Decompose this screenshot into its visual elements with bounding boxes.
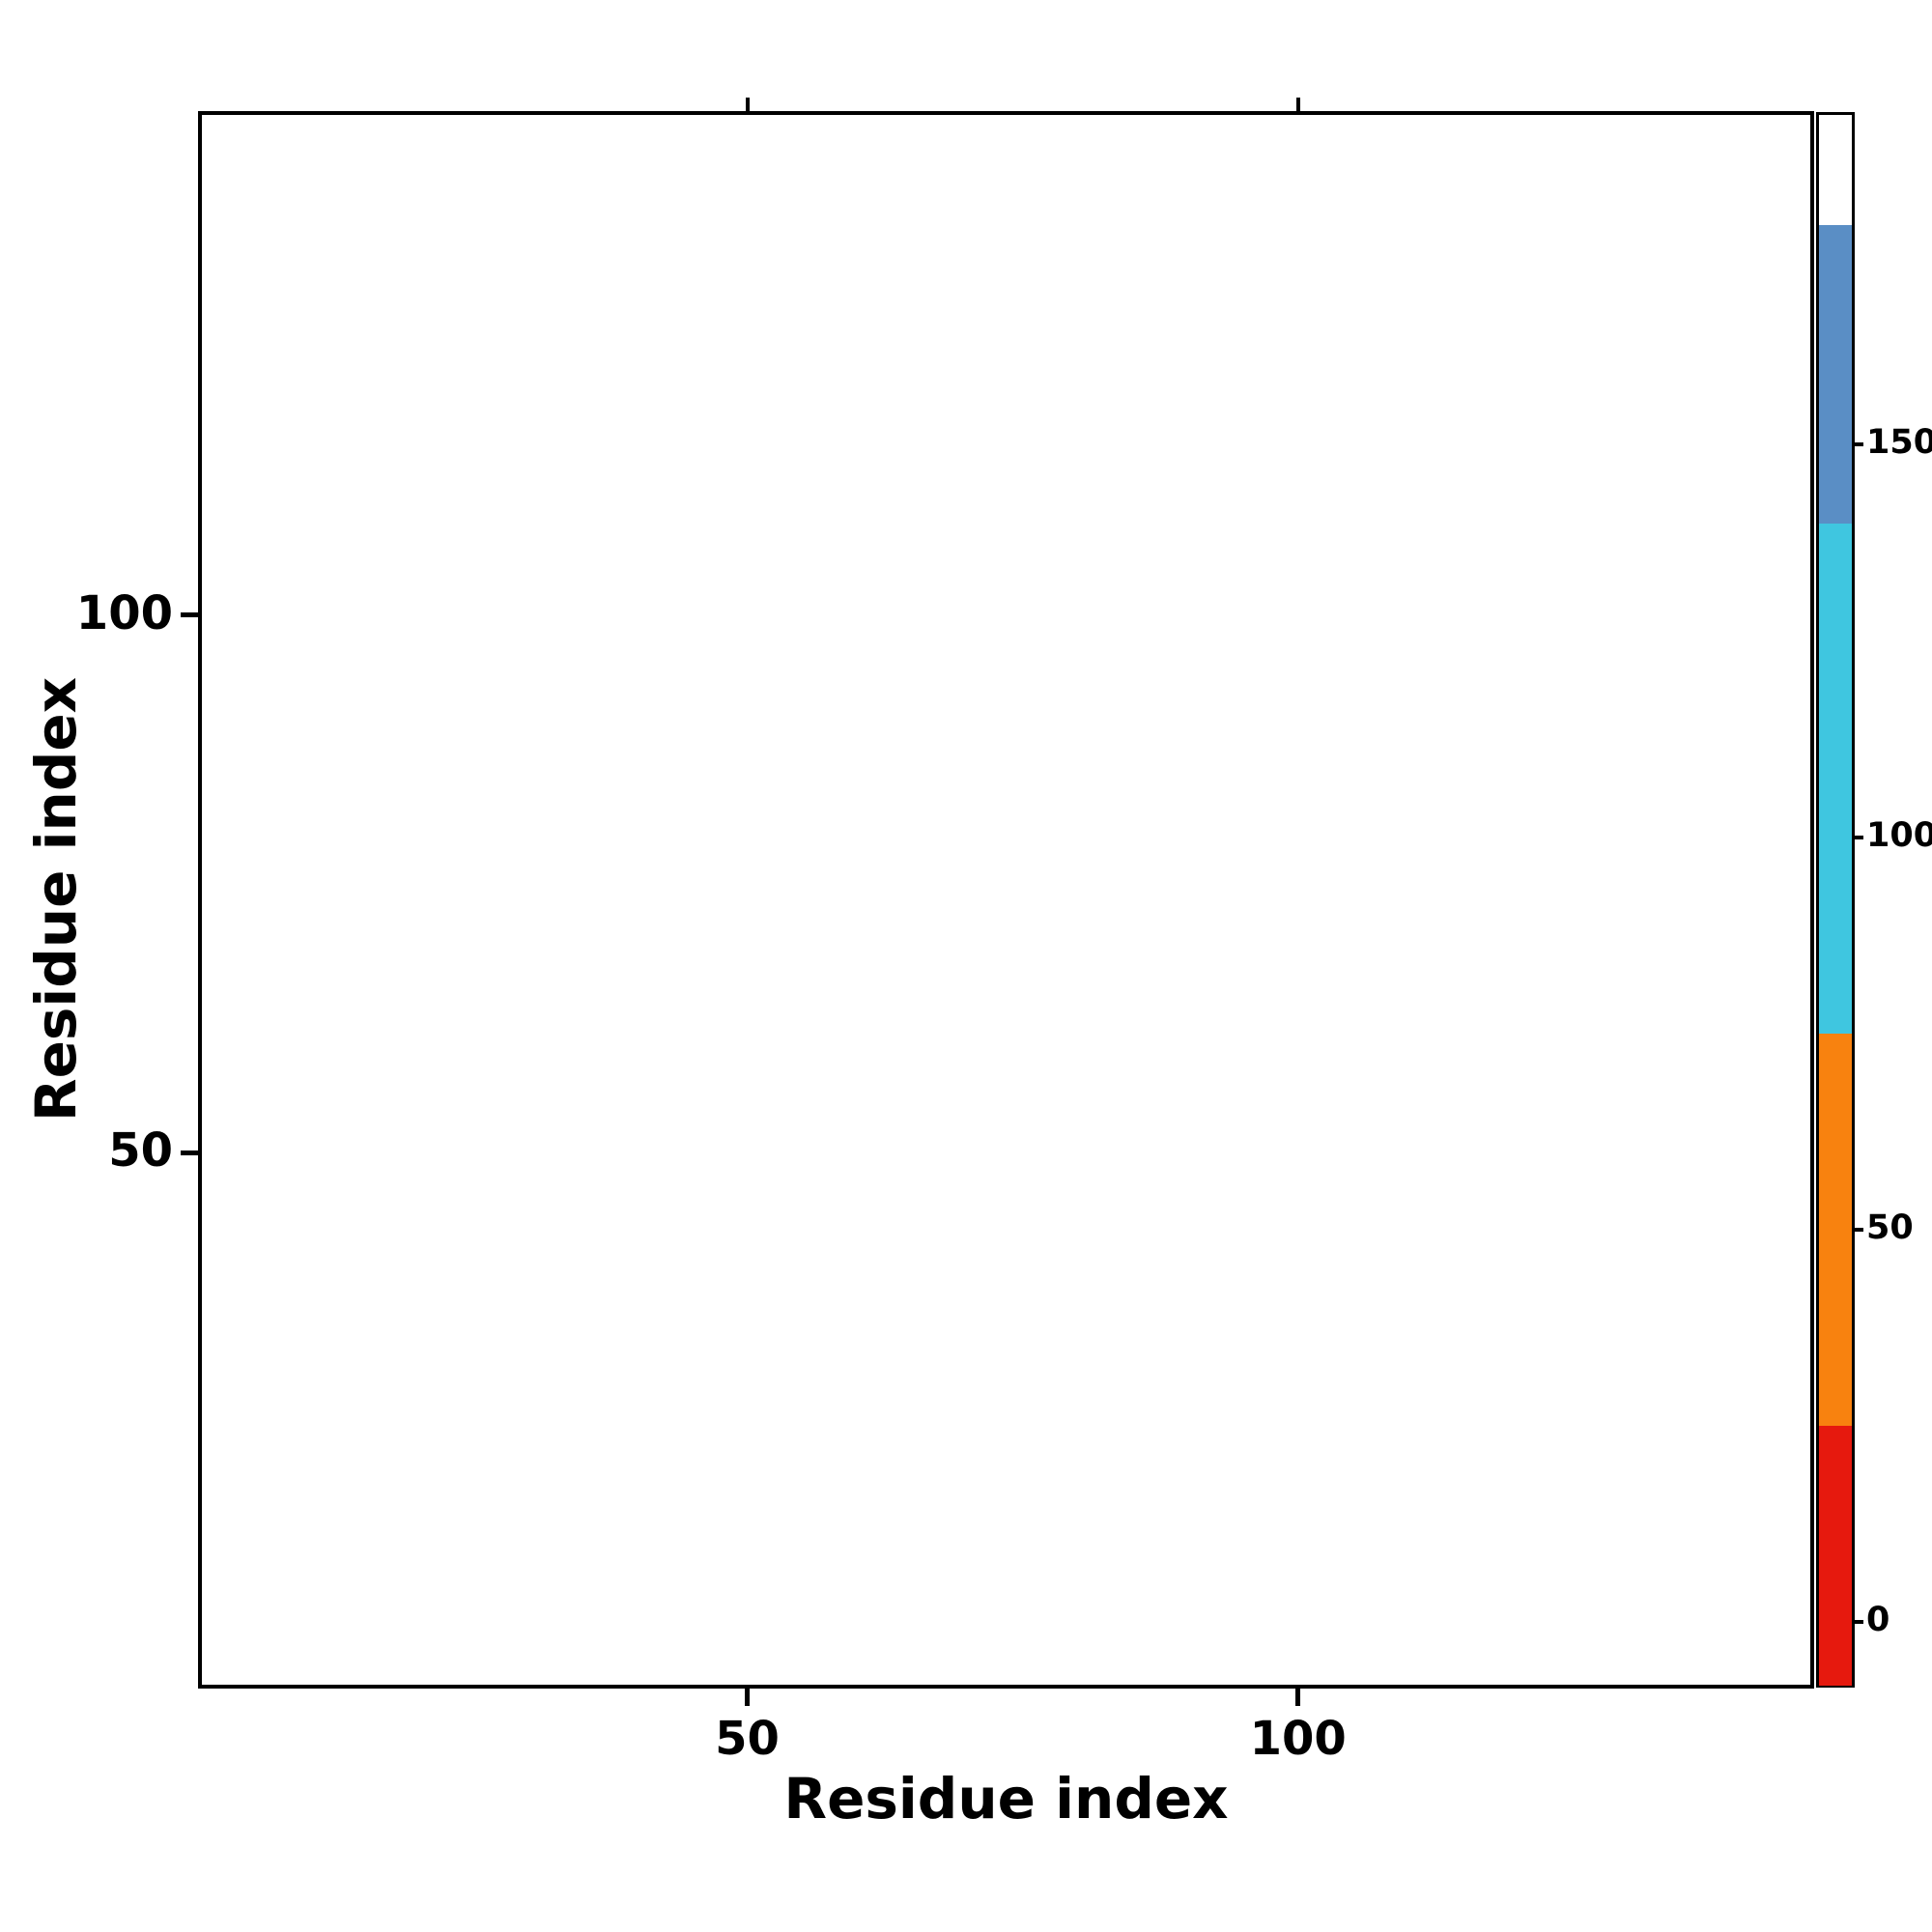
- x-tick-mark: [745, 1689, 750, 1706]
- colorbar-tick-label: 100: [1866, 815, 1932, 855]
- colorbar-tick-label: 150: [1866, 423, 1932, 463]
- x-tick-mark-top: [745, 98, 750, 111]
- colorbar-segment: [1819, 115, 1852, 226]
- y-tick-mark: [181, 612, 198, 618]
- colorbar-segment: [1819, 523, 1852, 1035]
- x-tick-label: 100: [1249, 1712, 1347, 1766]
- colorbar-tick-mark: [1855, 1227, 1863, 1232]
- x-axis-label: Residue index: [783, 1766, 1229, 1832]
- x-tick-mark-top: [1295, 98, 1300, 111]
- plot-frame: [198, 111, 1814, 1689]
- y-tick-label: 50: [108, 1123, 173, 1179]
- y-axis-label: Residue index: [23, 676, 89, 1122]
- x-tick-label: 50: [715, 1712, 780, 1766]
- colorbar-tick-mark: [1855, 1620, 1863, 1624]
- y-tick-label: 100: [75, 585, 173, 640]
- colorbar-segment: [1819, 1033, 1852, 1427]
- y-tick-mark: [181, 1150, 198, 1155]
- colorbar-segment: [1819, 1425, 1852, 1686]
- colorbar-tick-mark: [1855, 835, 1863, 839]
- colorbar-tick-label: 0: [1866, 1601, 1890, 1639]
- colorbar-segment: [1819, 224, 1852, 524]
- colorbar-tick-mark: [1855, 442, 1863, 447]
- x-tick-mark: [1295, 1689, 1301, 1706]
- colorbar-tick-label: 50: [1866, 1208, 1914, 1247]
